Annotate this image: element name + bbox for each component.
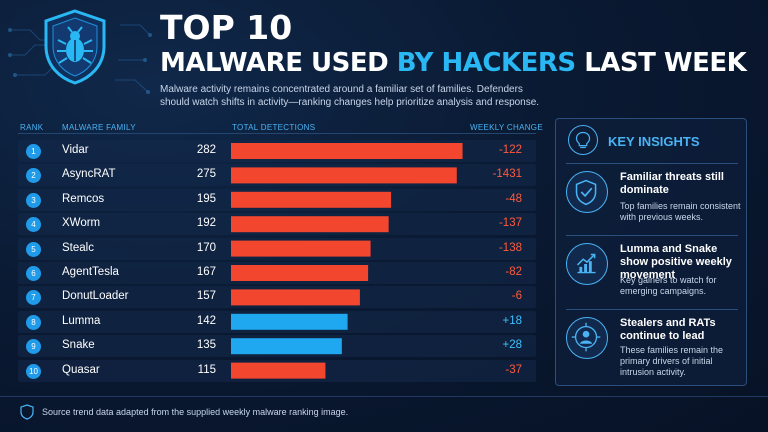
rank-badge: 7 <box>26 290 41 306</box>
rank-badge: 3 <box>26 192 41 208</box>
table-row: 3 Remcos 195 -48 <box>18 188 536 211</box>
detection-count-label: 282 <box>196 144 216 156</box>
rank-badge: 6 <box>26 266 41 281</box>
column-header-detections: TOTAL DETECTIONS <box>232 123 316 132</box>
malware-family-label: AgentTesla <box>62 266 119 278</box>
title-accent: BY HACKERS <box>396 48 576 78</box>
circuit-decoration <box>8 24 152 94</box>
rank-badge: 9 <box>26 339 41 355</box>
rank-badge: 1 <box>26 144 41 159</box>
table-row: 2 AsyncRAT 275 -1431 <box>18 164 536 187</box>
detection-count-label: 135 <box>196 339 216 352</box>
weekly-change-label: -1431 <box>492 168 522 181</box>
insight-body-3: These families remain the primary driver… <box>620 345 724 377</box>
rank-badge: 2 <box>26 168 41 184</box>
detection-count-label: 170 <box>196 241 216 254</box>
shield-outline-icon <box>20 404 34 420</box>
detection-count-label: 192 <box>196 217 216 230</box>
table-row: 4 XWorm 192 -137 <box>18 213 536 236</box>
weekly-change-label: +28 <box>502 339 522 352</box>
title-part-c: LAST WEEK <box>575 48 747 78</box>
header-divider <box>18 133 536 134</box>
table-row: 1 Vidar 282 -122 <box>18 140 536 162</box>
rank-badge: 5 <box>26 241 41 257</box>
user-target-icon <box>566 317 608 359</box>
page-subtitle: Malware activity remains concentrated ar… <box>160 84 540 108</box>
rank-badge: 4 <box>26 217 41 233</box>
detection-count-label: 275 <box>196 168 216 181</box>
weekly-change-label: -82 <box>505 266 522 278</box>
column-header-change: WEEKLY CHANGE <box>470 123 543 132</box>
malware-family-label: Quasar <box>62 363 100 376</box>
weekly-change-label: -137 <box>498 217 522 230</box>
detection-count-label: 195 <box>196 192 216 205</box>
insight-heading-2: Lumma and Snake show positive weekly mov… <box>620 243 732 281</box>
table-row: 6 AgentTesla 167 -82 <box>18 262 536 284</box>
detection-count-label: 157 <box>196 290 216 303</box>
malware-family-label: DonutLoader <box>62 290 129 303</box>
footer-source-note: Source trend data adapted from the suppl… <box>42 407 349 417</box>
lightbulb-icon <box>568 125 598 155</box>
malware-family-label: Lumma <box>62 314 101 327</box>
page-title-line-1: TOP 10 <box>160 8 293 47</box>
table-row: 8 Lumma 142 +18 <box>18 310 536 333</box>
table-row: 7 DonutLoader 157 -6 <box>18 286 536 309</box>
weekly-change-label: -122 <box>498 144 522 156</box>
malware-family-label: AsyncRAT <box>62 168 116 181</box>
malware-family-label: Stealc <box>62 241 94 254</box>
insights-divider <box>566 235 738 236</box>
shield-bug-icon <box>44 9 106 85</box>
malware-family-label: Snake <box>62 339 95 352</box>
table-row: 10 Quasar 115 -37 <box>18 359 536 382</box>
insight-body-2: Key gainers to watch for emerging campai… <box>620 275 717 296</box>
rank-badge: 8 <box>26 314 41 330</box>
malware-family-label: XWorm <box>62 217 101 230</box>
insight-body-1: Top families remain consistent with prev… <box>620 201 741 222</box>
weekly-change-label: +18 <box>502 314 522 327</box>
weekly-change-label: -48 <box>505 192 522 205</box>
malware-family-label: Vidar <box>62 144 89 156</box>
key-insights-panel: KEY INSIGHTS Familiar threats still domi… <box>555 118 747 386</box>
insight-heading-3: Stealers and RATs continue to lead <box>620 317 716 342</box>
detection-count-label: 142 <box>196 314 216 327</box>
weekly-change-label: -37 <box>505 363 522 376</box>
insight-heading-1: Familiar threats still dominate <box>620 171 724 196</box>
trend-up-chart-icon <box>566 243 608 285</box>
malware-family-label: Remcos <box>62 192 105 205</box>
weekly-change-label: -6 <box>511 290 522 303</box>
column-header-rank: RANK <box>20 123 44 132</box>
insights-divider <box>566 309 738 310</box>
detection-count-label: 115 <box>197 363 216 376</box>
footer-divider <box>0 396 768 397</box>
weekly-change-label: -138 <box>498 241 522 254</box>
rank-badge: 10 <box>26 363 41 379</box>
table-row: 5 Stealc 170 -138 <box>18 237 536 260</box>
insights-title: KEY INSIGHTS <box>608 134 700 149</box>
shield-check-icon <box>566 171 608 213</box>
column-header-family: MALWARE FAMILY <box>62 123 136 132</box>
title-part-a: MALWARE USED <box>160 48 397 78</box>
insights-divider <box>566 163 738 164</box>
detection-count-label: 167 <box>196 266 216 278</box>
page-title-line-2: MALWARE USED BY HACKERS LAST WEEK <box>160 48 747 78</box>
table-row: 9 Snake 135 +28 <box>18 335 536 358</box>
